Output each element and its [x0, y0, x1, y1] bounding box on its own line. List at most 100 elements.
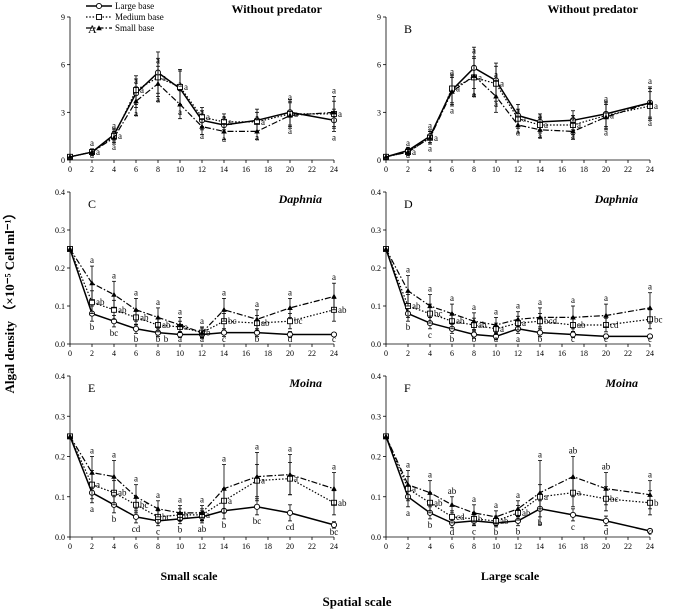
significance-letter: ab [569, 446, 578, 456]
data-point [199, 329, 205, 335]
panel-c: 0.00.10.20.30.40 2 4 6 8 10 12 14 16 18 20 22 24C Dap… [55, 188, 347, 358]
significance-letter: a [222, 134, 226, 144]
significance-letter: a [406, 508, 410, 518]
panel-label: A [88, 22, 97, 36]
x-tick-label: 14 [220, 542, 228, 551]
data-point [254, 316, 260, 322]
significance-letter: a [522, 114, 526, 124]
legend: Large base Medium base Small base [86, 1, 164, 33]
significance-letter: a [456, 84, 460, 94]
data-point [537, 489, 543, 495]
x-tick-label: 0 [384, 349, 388, 358]
x-tick-label: 14 [220, 349, 228, 358]
significance-letter: a [494, 500, 498, 510]
significance-letter: a [648, 118, 652, 128]
x-tick-label: 10 [176, 165, 184, 174]
data-point [383, 153, 389, 159]
significance-letter: c [472, 527, 476, 537]
significance-letter: ab [434, 498, 443, 508]
x-tick-label: 0 [68, 542, 72, 551]
significance-letter: ab [456, 316, 465, 326]
significance-letter: a [412, 147, 416, 157]
x-tick-label: 8 [472, 349, 476, 358]
significance-letter: b [184, 510, 189, 520]
x-axis-label: Spatial scale [323, 594, 392, 609]
significance-letter: c [156, 527, 160, 537]
significance-letter: a [228, 496, 232, 506]
data-point [287, 112, 293, 118]
significance-letter: a [178, 306, 182, 316]
y-tick-label: 0.0 [55, 340, 65, 349]
data-point [221, 306, 227, 312]
significance-letter: b [538, 334, 543, 344]
x-tick-label: 10 [176, 542, 184, 551]
significance-letter: a [648, 282, 652, 292]
significance-letter: a [184, 322, 188, 332]
data-point [221, 485, 227, 491]
data-point [331, 293, 337, 299]
data-point [405, 287, 411, 293]
panel-f: 0.00.10.20.30.40 2 4 6 8 10 12 14 16 18 20 22 24F Moi… [371, 372, 659, 551]
significance-letter: b [472, 334, 477, 344]
significance-letter: ab [412, 301, 421, 311]
significance-letter: a [516, 106, 520, 116]
data-point [449, 513, 455, 520]
significance-letter: a [516, 128, 520, 138]
data-point [537, 314, 543, 320]
x-tick-label: 2 [90, 349, 94, 358]
significance-letter: a [288, 126, 292, 136]
significance-letter: a [610, 111, 614, 121]
significance-letter: a [255, 112, 259, 122]
panel-title: Daphnia [594, 192, 638, 206]
legend-label-small: Small base [115, 23, 154, 33]
data-point [405, 149, 411, 155]
significance-letter: a [500, 324, 504, 334]
significance-letter: cd [132, 524, 141, 534]
data-point [89, 149, 95, 155]
significance-letter: bc [228, 316, 237, 326]
data-point [449, 501, 455, 507]
y-tick-label: 0.3 [371, 226, 381, 235]
x-tick-label: 2 [406, 165, 410, 174]
x-tick-label: 20 [286, 542, 294, 551]
significance-letter: a [222, 112, 226, 122]
x-tick-label: 14 [536, 542, 544, 551]
significance-letter: c [648, 334, 652, 344]
legend-marker-small [96, 25, 102, 31]
data-point [602, 333, 610, 340]
data-point [177, 509, 183, 515]
significance-letter: ab [338, 305, 347, 315]
significance-letter: a [472, 46, 476, 56]
significance-letter: a [500, 79, 504, 89]
y-tick-label: 0.3 [371, 412, 381, 421]
significance-letter: bc [140, 500, 149, 510]
x-tick-label: 10 [176, 349, 184, 358]
significance-letter: a [90, 138, 94, 148]
data-point [427, 489, 433, 495]
significance-letter: b [538, 518, 543, 528]
y-tick-label: 9 [377, 13, 381, 22]
data-point [603, 114, 609, 120]
y-tick-label: 0.0 [371, 533, 381, 542]
significance-letter: c [604, 334, 608, 344]
y-tick-label: 0 [61, 156, 65, 165]
significance-letter: a [222, 287, 226, 297]
significance-letter: a [200, 316, 204, 326]
significance-letter: a [516, 490, 520, 500]
data-point [383, 246, 389, 252]
data-point [287, 318, 293, 325]
significance-letter: a [112, 120, 116, 130]
x-tick-label: 16 [242, 349, 250, 358]
data-point [331, 485, 337, 491]
y-tick-label: 0.4 [371, 188, 381, 197]
y-tick-label: 0 [377, 156, 381, 165]
series-small-base [67, 65, 337, 159]
significance-letter: a [648, 470, 652, 480]
x-tick-label: 16 [558, 349, 566, 358]
data-point [647, 491, 653, 497]
significance-letter: bc [162, 512, 171, 522]
data-point [515, 316, 521, 322]
significance-letter: a [288, 287, 292, 297]
significance-letter: a [478, 72, 482, 82]
